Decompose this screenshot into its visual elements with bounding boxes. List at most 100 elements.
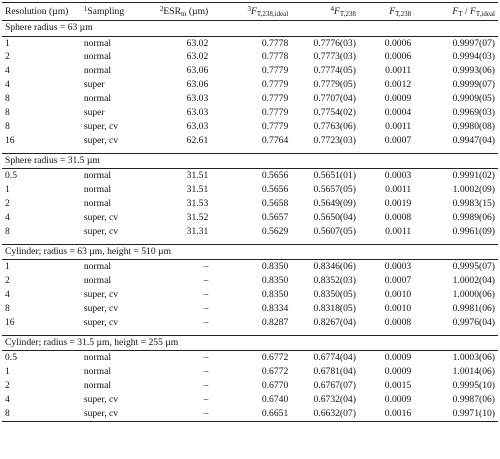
resolution-cell: 2 <box>5 380 10 392</box>
table-row: 16 super, cv 62.61 0.7764 0.7723(03) 0.0007 0.… <box>2 134 498 148</box>
resolution-cell: 2 <box>5 198 10 210</box>
sampling-cell: normal <box>83 184 112 196</box>
ft-cell: 0.0009 <box>384 352 412 364</box>
sampling-cell: super, cv <box>83 303 119 314</box>
ft-ideal-cell: 0.5658 <box>261 198 289 210</box>
table-row: 4 super 63.06 0.7779 0.7779(05) 0.0012 0.9999(… <box>2 78 498 92</box>
esr-cell: – <box>203 275 209 287</box>
table-row: 16 super, cv – 0.8287 0.8267(04) 0.0008 0.9976… <box>2 316 498 330</box>
ft-ratio-cell: 0.9993(06) <box>452 65 495 77</box>
ft-sampled-cell: 0.6774(04) <box>313 352 356 364</box>
resolution-cell: 1 <box>5 37 10 49</box>
ft-ratio-cell: 1.0014(06) <box>452 366 495 378</box>
resolution-cell: 8 <box>5 303 10 314</box>
ft-ideal-cell: 0.6740 <box>261 394 289 406</box>
ft-cell: 0.0007 <box>384 275 412 287</box>
header-ft-238: FT,238 <box>358 2 415 21</box>
esr-cell: – <box>142 406 212 422</box>
sampling-cell: normal <box>83 261 112 273</box>
ft-ideal-cell: 0.7778 <box>261 37 289 49</box>
ft-sampled-cell: 0.7774(05) <box>313 65 356 77</box>
ft-ratio-cell: 0.9995(10) <box>452 380 495 392</box>
ft-ratio-cell: 0.9999(07) <box>452 79 495 91</box>
ft-cell: 0.0009 <box>384 366 412 378</box>
resolution-cell: 16 <box>5 134 15 146</box>
table-row: 2 normal 31.53 0.5658 0.5649(09) 0.0019 0.9983… <box>2 197 498 211</box>
header-resolution: Resolution (µm) <box>2 2 81 21</box>
resolution-cell: 16 <box>5 316 15 328</box>
esr-cell: 63.02 <box>186 51 209 63</box>
esr-cell: – <box>203 394 209 406</box>
ft-ratio-cell: 0.9961(09) <box>452 225 495 237</box>
esr-cell: – <box>203 316 209 328</box>
ft-ratio-cell: 0.9983(15) <box>452 198 495 210</box>
sampling-cell: normal <box>83 366 112 378</box>
table-row: 8 super, cv 31.31 0.5629 0.5607(05) 0.0011 0.9… <box>2 225 498 239</box>
ft-sampled-cell: 0.6632(07) <box>291 406 359 422</box>
ft-ideal-cell: 0.7779 <box>261 79 289 91</box>
ft-ratio-cell: 0.9981(06) <box>452 303 495 314</box>
header-esr: 2ESRm (µm) <box>142 2 212 21</box>
table-row: 8 normal 63.03 0.7779 0.7707(04) 0.0009 0.9909… <box>2 92 498 106</box>
ft-ideal-cell: 0.5657 <box>261 211 289 223</box>
section-title: Cylinder; radius = 63 µm, height = 510 µ… <box>2 243 498 261</box>
esr-cell: 31.51 <box>186 170 209 182</box>
section-title: Cylinder; radius = 31.5 µm, height = 255… <box>2 334 498 352</box>
ft-ratio-cell: 0.9995(07) <box>452 261 495 273</box>
ft-sampled-cell: 0.7707(04) <box>313 93 356 105</box>
results-table: Resolution (µm) 1Sampling 2ESRm (µm) 3FT… <box>2 2 498 422</box>
ft-ideal-cell: 0.5656 <box>261 184 289 196</box>
ft-cell: 0.0011 <box>385 225 412 237</box>
esr-cell: 31.31 <box>186 225 209 237</box>
esr-cell: – <box>203 366 209 378</box>
sampling-cell: super, cv <box>83 316 119 328</box>
ft-sampled-cell: 0.5657(05) <box>313 184 356 196</box>
ft-cell: 0.0011 <box>385 184 412 196</box>
esr-cell: – <box>203 303 209 314</box>
esr-cell: 31.52 <box>186 211 209 223</box>
resolution-cell: 8 <box>5 93 10 105</box>
ft-sampled-cell: 0.5651(01) <box>313 170 356 182</box>
table-row: 4 normal 63.06 0.7779 0.7774(05) 0.0011 0.9993… <box>2 64 498 78</box>
sampling-cell: normal <box>83 352 112 364</box>
section-title: Sphere radius = 31.5 µm <box>2 152 498 170</box>
section-header-row: Cylinder; radius = 31.5 µm, height = 255… <box>2 334 498 352</box>
ft-ideal-cell: 0.8350 <box>261 275 289 287</box>
ft-sampled-cell: 0.5607(05) <box>313 225 356 237</box>
ft-ratio-cell: 0.9971(10) <box>414 406 498 422</box>
ft-ideal-cell: 0.6772 <box>261 366 289 378</box>
ft-cell: 0.0009 <box>384 394 412 406</box>
ft-cell: 0.0007 <box>384 134 412 146</box>
ft-sampled-cell: 0.8346(06) <box>313 261 356 273</box>
resolution-cell: 1 <box>5 184 10 196</box>
esr-cell: 31.53 <box>186 198 209 210</box>
table-row: 8 super, cv –0.6651 0.6632(07) 0.0016 0.9971(… <box>2 406 498 422</box>
header-ft-238-sampled: 4FT,238 <box>291 2 359 21</box>
ft-ideal-cell: 0.6770 <box>261 380 289 392</box>
ft-ratio-cell: 0.9987(06) <box>452 394 495 406</box>
header-row: Resolution (µm) 1Sampling 2ESRm (µm) 3FT… <box>2 2 498 21</box>
ft-ideal-cell: 0.7779 <box>261 120 289 132</box>
ft-cell: 0.0016 <box>358 406 415 422</box>
ft-ratio-cell: 0.9947(04) <box>452 134 495 146</box>
resolution-cell: 8 <box>5 107 10 119</box>
ft-ratio-cell: 1.0002(04) <box>452 275 495 287</box>
section-title: Sphere radius = 63 µm <box>2 20 498 37</box>
table-header: Resolution (µm) 1Sampling 2ESRm (µm) 3FT… <box>2 2 498 21</box>
ft-ideal-cell: 0.8350 <box>261 261 289 273</box>
ft-cell: 0.0006 <box>384 51 412 63</box>
esr-cell: 63.03 <box>186 107 209 119</box>
ft-sampled-cell: 0.6767(07) <box>313 380 356 392</box>
ft-sampled-cell: 0.8352(03) <box>313 275 356 287</box>
resolution-cell: 4 <box>5 65 10 77</box>
ft-sampled-cell: 0.8318(05) <box>313 303 356 314</box>
ft-sampled-cell: 0.7779(05) <box>313 79 356 91</box>
table-row: 0.5 normal – 0.6772 0.6774(04) 0.0009 1.0003(0… <box>2 351 498 365</box>
resolution-cell: 4 <box>5 79 10 91</box>
ft-ideal-cell: 0.7779 <box>261 93 289 105</box>
ft-sampled-cell: 0.7776(03) <box>313 37 356 49</box>
section-header-row: Sphere radius = 63 µm <box>2 20 498 37</box>
ft-ideal-cell: 0.5656 <box>261 170 289 182</box>
sampling-cell: normal <box>83 51 112 63</box>
table-row: 4 super, cv – 0.6740 0.6732(04) 0.0009 0.9987(… <box>2 393 498 407</box>
